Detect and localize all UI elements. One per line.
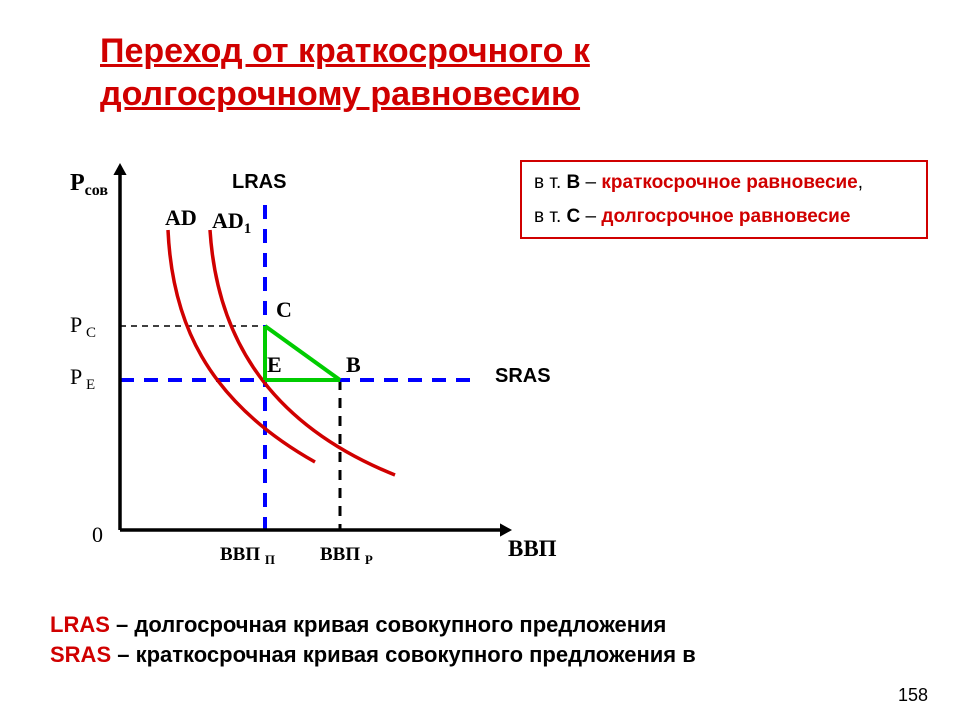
note-line-2: в т. С – долгосрочное равновесие [534, 204, 914, 230]
svg-text:AD1: AD1 [212, 208, 251, 237]
svg-text:0: 0 [92, 522, 103, 547]
svg-text:Е: Е [267, 352, 282, 377]
svg-text:ВВП П: ВВП П [220, 544, 275, 567]
note-box: в т. В – краткосрочное равновесие, в т. … [520, 160, 928, 239]
svg-text:LRAS: LRAS [232, 171, 286, 193]
note-line2-prefix: в т. [534, 206, 567, 227]
svg-text:Р E: Р E [70, 364, 95, 393]
def-sras: SRAS – краткосрочная кривая совокупного … [50, 640, 910, 670]
svg-text:ВВП: ВВП [508, 536, 557, 561]
note-eq-long: долгосрочное равновесие [601, 206, 850, 227]
note-spacer [534, 196, 914, 204]
note-point-b: В [567, 172, 581, 193]
note-comma: , [858, 172, 863, 193]
def-lras: LRAS – долгосрочная кривая совокупного п… [50, 610, 910, 640]
svg-text:В: В [346, 352, 361, 377]
note-line2-dash: – [580, 206, 601, 227]
page-number: 158 [898, 685, 928, 706]
definitions: LRAS – долгосрочная кривая совокупного п… [50, 610, 910, 669]
slide-title: Переход от краткосрочного к долгосрочном… [100, 30, 860, 115]
note-line1-dash: – [580, 172, 601, 193]
svg-text:SRAS: SRAS [495, 365, 551, 387]
svg-text:Р С: Р С [70, 312, 96, 341]
def-sras-key: SRAS [50, 642, 111, 667]
note-point-c: С [567, 206, 581, 227]
svg-text:С: С [276, 297, 292, 322]
def-lras-key: LRAS [50, 612, 110, 637]
svg-text:ВВП Р: ВВП Р [320, 544, 373, 567]
svg-text:Рсов: Рсов [70, 170, 108, 199]
note-line-1: в т. В – краткосрочное равновесие, [534, 170, 914, 196]
note-eq-short: краткосрочное равновесие [601, 172, 857, 193]
svg-text:AD: AD [165, 205, 197, 230]
def-lras-text: – долгосрочная кривая совокупного предло… [110, 612, 667, 637]
note-line1-prefix: в т. [534, 172, 567, 193]
def-sras-text: – краткосрочная кривая совокупного предл… [111, 642, 696, 667]
